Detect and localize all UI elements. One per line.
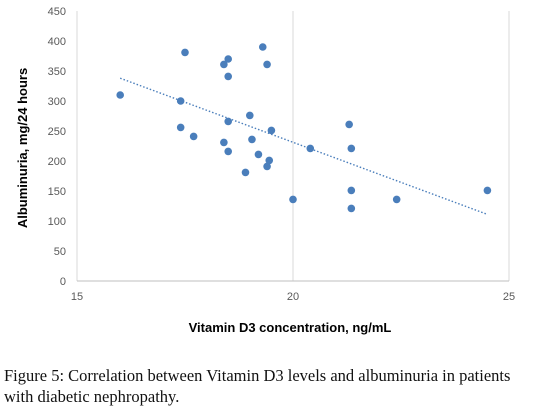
x-tick-label: 15 (71, 291, 83, 303)
data-point (306, 144, 315, 153)
data-point (347, 186, 356, 195)
x-axis-title: Vitamin D3 concentration, ng/mL (189, 320, 392, 335)
data-point (258, 43, 267, 51)
x-tick-label: 20 (287, 291, 299, 303)
data-point (224, 147, 232, 156)
y-axis-ticks: 0 50 100 150 200 250 300 350 400 450 (48, 6, 66, 288)
y-tick-label: 250 (48, 126, 66, 138)
data-points (116, 43, 492, 213)
data-point (483, 186, 492, 195)
data-point (181, 48, 189, 57)
y-tick-label: 100 (48, 216, 66, 228)
figure-caption: Figure 5: Correlation between Vitamin D3… (4, 365, 536, 407)
scatter-chart: 0 50 100 150 200 250 300 350 400 450 15 20 25 Album… (15, 6, 515, 335)
data-point (254, 150, 263, 159)
data-point (263, 60, 271, 69)
y-tick-label: 300 (48, 96, 66, 108)
data-point (347, 144, 356, 153)
data-point (265, 156, 274, 165)
data-point (246, 111, 254, 120)
y-tick-label: 0 (60, 276, 66, 288)
y-tick-label: 450 (48, 6, 66, 18)
y-tick-label: 400 (48, 36, 66, 48)
data-point (224, 117, 232, 126)
y-tick-label: 350 (48, 66, 66, 78)
caption-text: Correlation between Vitamin D3 levels an… (4, 366, 511, 406)
caption-label: Figure 5: (4, 366, 65, 385)
data-point (220, 60, 228, 69)
x-axis-ticks: 15 20 25 (71, 291, 515, 303)
data-point (116, 91, 124, 99)
y-tick-label: 50 (54, 246, 66, 258)
data-point (224, 72, 232, 81)
data-point (220, 138, 228, 147)
data-point (176, 123, 185, 132)
gridlines (76, 11, 510, 281)
y-tick-label: 200 (48, 156, 66, 168)
x-tick-label: 25 (503, 291, 515, 303)
data-point (347, 204, 356, 213)
data-point (345, 120, 353, 129)
data-point (189, 132, 198, 141)
data-point (176, 97, 185, 105)
data-point (248, 135, 256, 144)
data-point (224, 55, 232, 63)
data-point (289, 195, 297, 204)
y-axis-title: Albuminuria, mg/24 hours (15, 68, 30, 228)
data-point (267, 126, 276, 135)
data-point (241, 168, 250, 177)
y-tick-label: 150 (48, 186, 66, 198)
data-point (392, 195, 401, 204)
trendline (119, 77, 488, 216)
data-point (263, 162, 271, 171)
